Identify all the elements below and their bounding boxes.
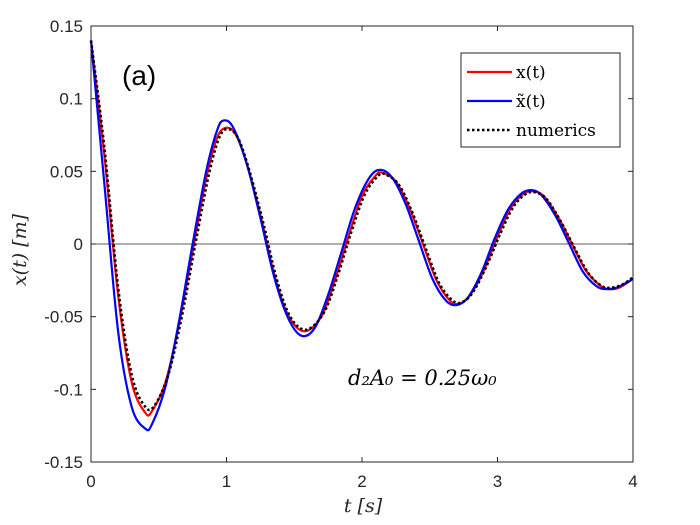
legend: x(t) x̃(t) numerics <box>460 52 621 148</box>
y-tick-label: -0.1 <box>54 380 83 399</box>
y-tick-label: 0.15 <box>50 17 83 36</box>
series-line-x-tilde <box>89 40 634 432</box>
panel-label: (a) <box>122 60 156 91</box>
y-axis-label: x(t) [m] <box>9 213 31 286</box>
x-tick-label: 0 <box>86 472 95 491</box>
parameter-annotation: d₂A₀ = 0.25ω₀ <box>348 366 497 390</box>
legend-label: x(t) <box>516 63 546 83</box>
legend-label: numerics <box>516 121 596 141</box>
x-tick-label: 1 <box>222 472 231 491</box>
x-axis-ticks: 0 1 2 3 4 <box>86 26 638 491</box>
series-group <box>89 40 634 432</box>
series-line-numerics <box>89 40 634 412</box>
legend-label: x̃(t) <box>516 92 546 112</box>
x-tick-label: 2 <box>357 472 366 491</box>
y-tick-label: 0.1 <box>59 90 83 109</box>
y-tick-label: 0 <box>74 235 83 254</box>
x-tick-label: 4 <box>628 472 637 491</box>
x-tick-label: 3 <box>493 472 502 491</box>
y-axis-ticks: -0.15 -0.1 -0.05 0 0.05 0.1 0.15 <box>44 17 633 472</box>
y-tick-label: -0.05 <box>44 308 83 327</box>
x-axis-label: t [s] <box>344 495 383 517</box>
y-tick-label: 0.05 <box>50 162 83 181</box>
y-tick-label: -0.15 <box>44 453 83 472</box>
